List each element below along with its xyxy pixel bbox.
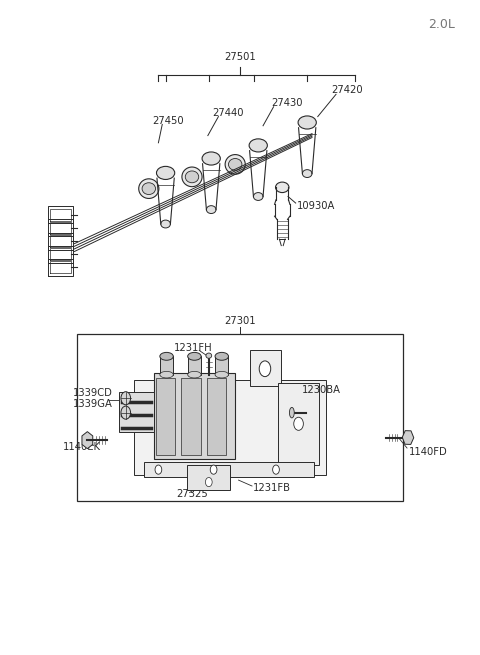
Ellipse shape — [139, 179, 159, 198]
Bar — [154, 373, 235, 458]
Circle shape — [121, 406, 131, 419]
Bar — [119, 392, 154, 432]
Ellipse shape — [228, 159, 242, 170]
Text: 27325: 27325 — [177, 489, 208, 499]
Text: 2.0L: 2.0L — [428, 18, 455, 31]
Ellipse shape — [253, 193, 263, 200]
Text: 27501: 27501 — [224, 52, 256, 62]
Text: 1140FD: 1140FD — [409, 447, 448, 457]
Bar — [250, 350, 281, 386]
Text: 27420: 27420 — [331, 85, 363, 96]
Ellipse shape — [182, 167, 202, 187]
Ellipse shape — [188, 371, 201, 378]
Ellipse shape — [215, 352, 228, 360]
Ellipse shape — [160, 352, 173, 360]
Bar — [207, 378, 226, 455]
Ellipse shape — [188, 352, 201, 360]
Ellipse shape — [156, 166, 175, 179]
Circle shape — [273, 465, 279, 474]
Bar — [156, 378, 175, 455]
Bar — [134, 380, 326, 475]
Ellipse shape — [206, 206, 216, 214]
Circle shape — [294, 417, 303, 430]
Text: 1339CD: 1339CD — [73, 388, 113, 398]
Text: 1231FB: 1231FB — [253, 483, 291, 493]
Bar — [188, 356, 201, 375]
Bar — [160, 356, 173, 375]
Ellipse shape — [161, 220, 170, 228]
Ellipse shape — [160, 371, 173, 378]
Circle shape — [121, 392, 131, 405]
Ellipse shape — [249, 139, 267, 152]
Text: 27440: 27440 — [212, 107, 244, 118]
Ellipse shape — [289, 407, 294, 418]
Ellipse shape — [185, 171, 199, 183]
Bar — [187, 465, 230, 490]
Text: 1339GA: 1339GA — [73, 399, 113, 409]
Text: 1231FH: 1231FH — [174, 343, 212, 354]
Ellipse shape — [225, 155, 245, 174]
Bar — [278, 383, 319, 465]
Ellipse shape — [202, 152, 220, 165]
Text: 1230BA: 1230BA — [301, 384, 340, 395]
Ellipse shape — [206, 353, 212, 358]
Circle shape — [205, 477, 212, 487]
Ellipse shape — [276, 182, 289, 193]
Bar — [181, 378, 201, 455]
Bar — [215, 356, 228, 375]
Text: 27301: 27301 — [224, 316, 256, 326]
Text: 1140EK: 1140EK — [62, 441, 100, 452]
Ellipse shape — [298, 116, 316, 129]
Circle shape — [259, 361, 271, 377]
Ellipse shape — [142, 183, 156, 195]
Bar — [144, 462, 314, 477]
Ellipse shape — [215, 371, 228, 378]
Circle shape — [210, 465, 217, 474]
Text: 27450: 27450 — [153, 116, 184, 126]
Circle shape — [155, 465, 162, 474]
Ellipse shape — [302, 170, 312, 178]
Bar — [77, 334, 403, 501]
Text: 10930A: 10930A — [297, 200, 335, 211]
Text: 27430: 27430 — [271, 98, 303, 108]
